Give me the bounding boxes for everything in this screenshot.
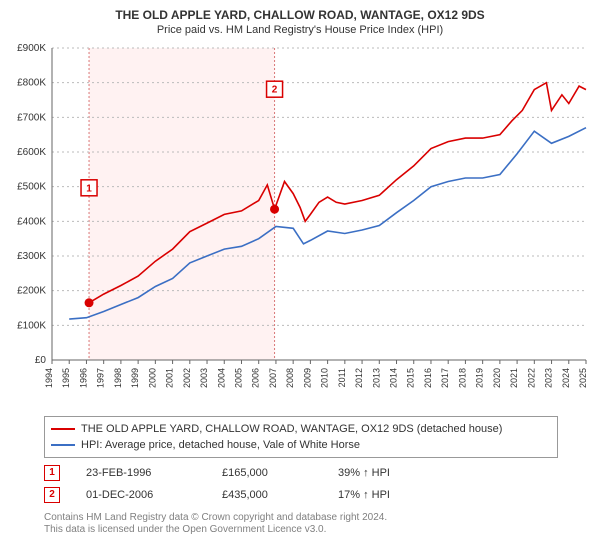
svg-text:2015: 2015 xyxy=(406,368,416,388)
svg-text:2022: 2022 xyxy=(526,368,536,388)
svg-text:£700K: £700K xyxy=(17,112,46,123)
svg-text:2014: 2014 xyxy=(389,368,399,388)
table-row: 1 23-FEB-1996 £165,000 39% ↑ HPI xyxy=(44,462,590,484)
svg-text:£0: £0 xyxy=(35,355,47,366)
svg-text:£200K: £200K xyxy=(17,286,46,297)
page-subtitle: Price paid vs. HM Land Registry's House … xyxy=(0,22,600,40)
svg-text:2002: 2002 xyxy=(182,368,192,388)
svg-text:£800K: £800K xyxy=(17,78,46,89)
legend: THE OLD APPLE YARD, CHALLOW ROAD, WANTAG… xyxy=(44,416,558,458)
legend-item: HPI: Average price, detached house, Vale… xyxy=(51,437,551,453)
svg-text:2006: 2006 xyxy=(251,368,261,388)
svg-text:£900K: £900K xyxy=(17,43,46,54)
svg-text:2011: 2011 xyxy=(337,368,347,387)
svg-text:2010: 2010 xyxy=(320,368,330,388)
svg-text:2016: 2016 xyxy=(423,368,433,388)
svg-text:1996: 1996 xyxy=(78,368,88,388)
price-chart: £0 £100K £200K £300K £400K £500K £600K £700K £80… xyxy=(4,40,594,410)
page-title: THE OLD APPLE YARD, CHALLOW ROAD, WANTAG… xyxy=(0,0,600,22)
svg-text:2025: 2025 xyxy=(578,368,588,388)
svg-text:2007: 2007 xyxy=(268,368,278,388)
footer-line: Contains HM Land Registry data © Crown c… xyxy=(44,512,590,524)
svg-text:£600K: £600K xyxy=(17,147,46,158)
svg-text:2004: 2004 xyxy=(216,368,226,388)
svg-text:2012: 2012 xyxy=(354,368,364,388)
svg-text:1998: 1998 xyxy=(113,368,123,388)
footer-line: This data is licensed under the Open Gov… xyxy=(44,524,590,536)
svg-text:£300K: £300K xyxy=(17,251,46,262)
legend-label: THE OLD APPLE YARD, CHALLOW ROAD, WANTAG… xyxy=(81,421,502,437)
legend-swatch xyxy=(51,428,75,430)
chart-svg: £0 £100K £200K £300K £400K £500K £600K £700K £80… xyxy=(4,40,594,410)
sales-table: 1 23-FEB-1996 £165,000 39% ↑ HPI 2 01-DE… xyxy=(44,462,590,506)
sale-date: 23-FEB-1996 xyxy=(86,462,196,484)
svg-text:1997: 1997 xyxy=(96,368,106,388)
svg-text:1995: 1995 xyxy=(61,368,71,388)
legend-swatch xyxy=(51,444,75,446)
svg-text:2005: 2005 xyxy=(233,368,243,388)
sale-date: 01-DEC-2006 xyxy=(86,484,196,506)
legend-item: THE OLD APPLE YARD, CHALLOW ROAD, WANTAG… xyxy=(51,421,551,437)
svg-text:2001: 2001 xyxy=(165,368,175,388)
svg-text:2000: 2000 xyxy=(147,368,157,388)
footer: Contains HM Land Registry data © Crown c… xyxy=(44,512,590,536)
svg-text:£100K: £100K xyxy=(17,320,46,331)
svg-text:2: 2 xyxy=(272,85,278,96)
table-row: 2 01-DEC-2006 £435,000 17% ↑ HPI xyxy=(44,484,590,506)
svg-text:2003: 2003 xyxy=(199,368,209,388)
svg-text:2021: 2021 xyxy=(509,368,519,388)
svg-text:2009: 2009 xyxy=(302,368,312,388)
svg-text:2019: 2019 xyxy=(475,368,485,388)
svg-text:2017: 2017 xyxy=(440,368,450,388)
sale-pct: 39% ↑ HPI xyxy=(338,462,458,484)
svg-text:£500K: £500K xyxy=(17,182,46,193)
svg-text:1994: 1994 xyxy=(44,368,54,388)
sale-price: £435,000 xyxy=(222,484,312,506)
svg-text:2008: 2008 xyxy=(285,368,295,388)
sale-pct: 17% ↑ HPI xyxy=(338,484,458,506)
svg-text:£400K: £400K xyxy=(17,216,46,227)
svg-text:2024: 2024 xyxy=(561,368,571,388)
svg-text:1999: 1999 xyxy=(130,368,140,388)
marker-box: 2 xyxy=(44,487,60,503)
sale-price: £165,000 xyxy=(222,462,312,484)
svg-text:2023: 2023 xyxy=(544,368,554,388)
svg-text:2020: 2020 xyxy=(492,368,502,388)
svg-text:1: 1 xyxy=(86,183,92,194)
legend-label: HPI: Average price, detached house, Vale… xyxy=(81,437,360,453)
svg-text:2018: 2018 xyxy=(457,368,467,388)
svg-text:2013: 2013 xyxy=(371,368,381,388)
marker-box: 1 xyxy=(44,465,60,481)
